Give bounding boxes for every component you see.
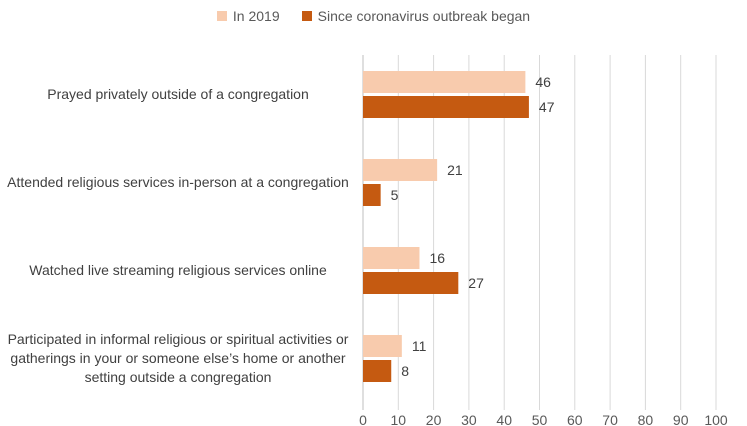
x-tick-label: 10 [391, 412, 407, 426]
legend-label-since-outbreak: Since coronavirus outbreak began [317, 8, 531, 24]
data-label: 27 [468, 275, 484, 291]
data-label: 8 [401, 363, 409, 379]
legend-item-2019: In 2019 [216, 8, 280, 24]
x-tick-label: 90 [673, 412, 689, 426]
bar [363, 272, 459, 294]
data-label: 21 [447, 162, 463, 178]
bar [363, 247, 420, 269]
bar [363, 184, 381, 206]
bar [363, 360, 392, 382]
legend: In 2019 Since coronavirus outbreak began [0, 8, 747, 24]
data-label: 11 [412, 338, 427, 354]
x-tick-label: 100 [704, 412, 728, 426]
legend-swatch-since-outbreak [301, 11, 312, 21]
category-label: Watched live streaming religious service… [29, 262, 327, 278]
bar [363, 96, 529, 118]
data-label: 46 [535, 74, 551, 90]
x-tick-label: 40 [496, 412, 512, 426]
x-tick-label: 0 [359, 412, 367, 426]
bar [363, 159, 438, 181]
category-label: Attended religious services in-person at… [7, 174, 349, 190]
legend-item-since-outbreak: Since coronavirus outbreak began [301, 8, 531, 24]
x-tick-label: 60 [567, 412, 583, 426]
bar [363, 335, 402, 357]
x-tick-label: 80 [638, 412, 654, 426]
category-label: Participated in informal religious or sp… [7, 331, 349, 385]
bar [363, 71, 526, 93]
legend-label-2019: In 2019 [232, 8, 280, 24]
category-label: Prayed privately outside of a congregati… [47, 86, 309, 102]
x-tick-label: 50 [532, 412, 548, 426]
x-tick-label: 30 [461, 412, 477, 426]
x-tick-label: 20 [426, 412, 442, 426]
data-label: 47 [539, 99, 555, 115]
legend-swatch-2019 [216, 11, 227, 21]
x-tick-label: 70 [602, 412, 618, 426]
data-label: 5 [391, 187, 399, 203]
data-label: 16 [429, 250, 445, 266]
